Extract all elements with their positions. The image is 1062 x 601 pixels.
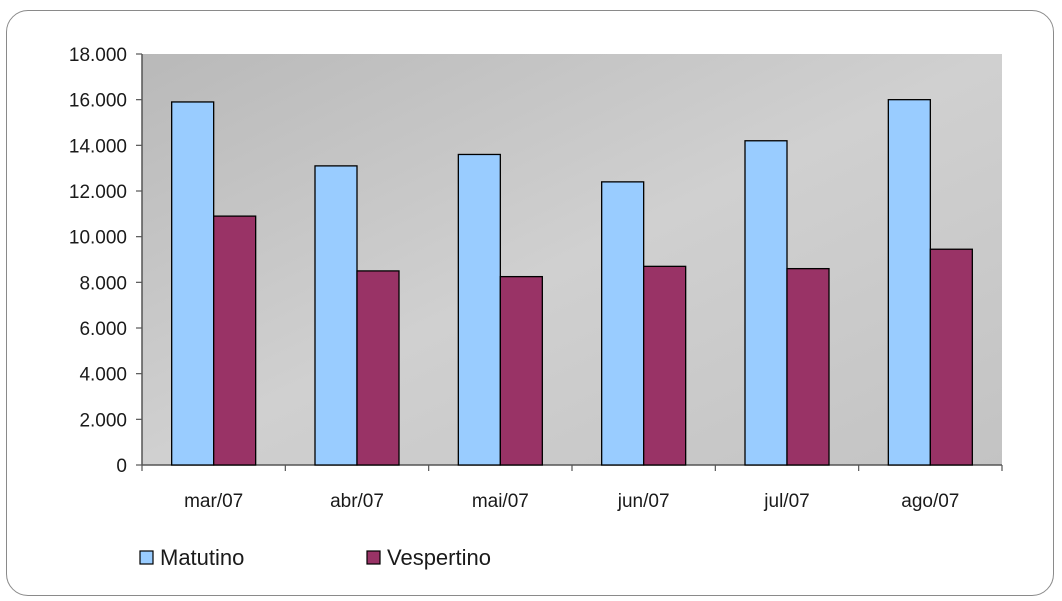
bar-matutino: [601, 181, 645, 466]
y-tick-label: 10.000: [69, 228, 127, 249]
y-tick-label: 12.000: [69, 182, 127, 203]
x-tick-label: jul/07: [763, 491, 809, 512]
x-tick-label: mai/07: [472, 491, 529, 512]
bar-vespertino: [213, 215, 257, 466]
plot-area: [142, 54, 1002, 465]
bar-matutino: [314, 165, 358, 466]
bar-matutino: [457, 153, 501, 466]
y-tick-label: 8.000: [79, 273, 127, 294]
bar-matutino: [171, 101, 215, 466]
y-tick-label: 2.000: [79, 410, 127, 431]
y-tick-label: 6.000: [79, 319, 127, 340]
legend-label-vespertino: Vespertino: [387, 545, 491, 570]
y-tick-label: 14.000: [69, 136, 127, 157]
legend: Matutino Vespertino: [139, 545, 491, 570]
legend-label-matutino: Matutino: [160, 545, 244, 570]
y-tick-label: 18.000: [69, 45, 127, 66]
y-tick-label: 4.000: [79, 365, 127, 386]
y-axis: 0 2.000 4.000 6.000 8.000 10.000 12.000 14.000 1…: [69, 45, 143, 477]
bars: [171, 99, 973, 466]
legend-swatch-matutino: [139, 550, 154, 565]
bar-vespertino: [929, 248, 973, 466]
bar-matutino: [744, 140, 788, 466]
x-tick-label: jun/07: [617, 491, 670, 512]
bar-matutino: [887, 99, 931, 466]
bar-vespertino: [356, 270, 400, 466]
bar-vespertino: [643, 265, 687, 466]
x-tick-label: abr/07: [330, 491, 384, 512]
x-tick-label: ago/07: [901, 491, 959, 512]
bar-vespertino: [499, 275, 543, 466]
bar-vespertino: [786, 267, 830, 466]
x-axis: mar/07 abr/07 mai/07 jun/07 jul/07 ago/07: [141, 464, 1003, 512]
y-tick-label: 16.000: [69, 91, 127, 112]
x-tick-label: mar/07: [184, 491, 243, 512]
y-tick-label: 0: [116, 456, 127, 477]
legend-swatch-vespertino: [366, 550, 381, 565]
